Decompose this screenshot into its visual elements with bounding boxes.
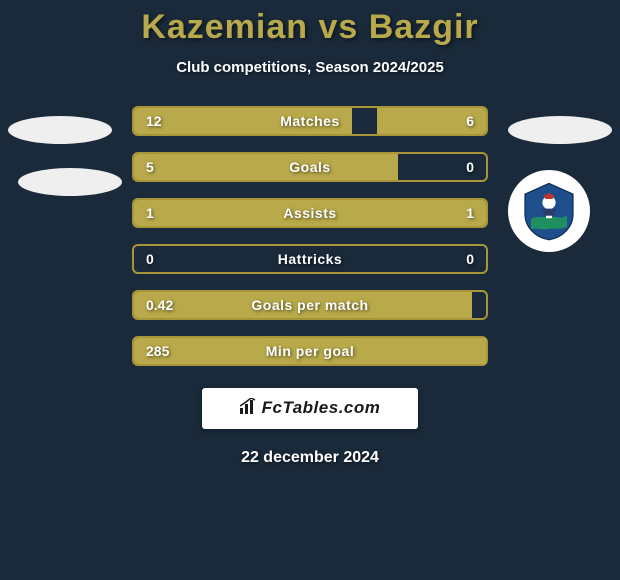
stat-label: Min per goal [134,343,486,359]
infographic-root: Kazemian vs Bazgir Club competitions, Se… [0,0,620,580]
player-left-placeholder-icon [8,116,112,144]
club-right-crest-icon [508,170,590,252]
stat-label: Hattricks [134,251,486,267]
player-right-placeholder-icon [508,116,612,144]
stats-section: 12Matches65Goals01Assists10Hattricks00.4… [0,106,620,366]
stat-value-right: 0 [466,251,474,267]
stat-row: 285Min per goal [132,336,488,366]
stat-row: 5Goals0 [132,152,488,182]
stat-value-right: 6 [466,113,474,129]
page-subtitle: Club competitions, Season 2024/2025 [0,59,620,76]
stat-label: Assists [134,205,486,221]
stat-row: 12Matches6 [132,106,488,136]
stat-row: 1Assists1 [132,198,488,228]
stat-value-right: 0 [466,159,474,175]
date-label: 22 december 2024 [0,449,620,467]
stat-bars: 12Matches65Goals01Assists10Hattricks00.4… [132,106,488,366]
branding-label: FcTables.com [262,398,381,417]
stat-value-right: 1 [466,205,474,221]
stat-row: 0.42Goals per match [132,290,488,320]
branding-badge[interactable]: FcTables.com [202,388,418,429]
stat-row: 0Hattricks0 [132,244,488,274]
club-left-placeholder-icon [18,168,122,196]
bar-chart-icon [240,398,258,419]
stat-label: Matches [134,113,486,129]
stat-label: Goals [134,159,486,175]
stat-label: Goals per match [134,297,486,313]
page-title: Kazemian vs Bazgir [0,8,620,47]
